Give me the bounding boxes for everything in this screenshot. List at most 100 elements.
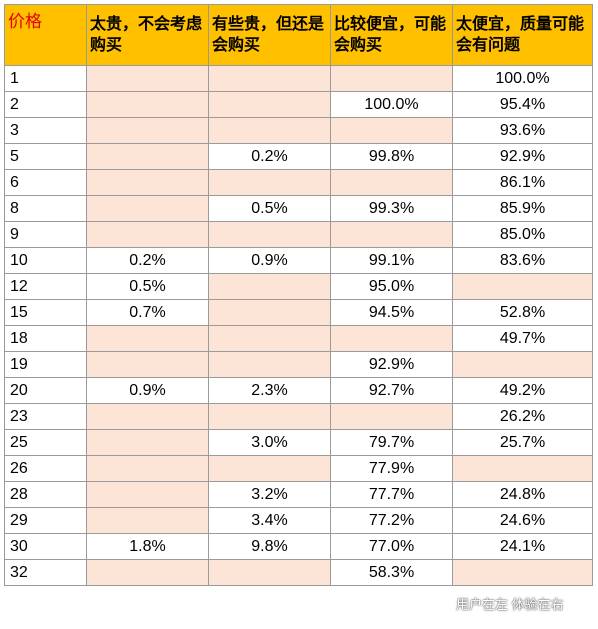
too-expensive-cell: 0.7% bbox=[86, 299, 209, 326]
price-cell: 23 bbox=[4, 403, 87, 430]
price-cell: 29 bbox=[4, 507, 87, 534]
cheap-cell: 95.0% bbox=[330, 273, 453, 300]
price-cell: 10 bbox=[4, 247, 87, 274]
price-cell: 26 bbox=[4, 455, 87, 482]
table-row: 12 0.5% 95.0% bbox=[4, 273, 593, 300]
cheap-cell: 58.3% bbox=[330, 559, 453, 586]
somewhat-expensive-cell bbox=[208, 273, 331, 300]
header-somewhat-expensive: 有些贵，但还是会购买 bbox=[208, 4, 331, 66]
cheap-cell: 99.1% bbox=[330, 247, 453, 274]
table-row: 18 49.7% bbox=[4, 325, 593, 352]
somewhat-expensive-cell bbox=[208, 65, 331, 92]
table-row: 20 0.9% 2.3% 92.7% 49.2% bbox=[4, 377, 593, 404]
table-row: 2 100.0% 95.4% bbox=[4, 91, 593, 118]
somewhat-expensive-cell: 0.5% bbox=[208, 195, 331, 222]
too-expensive-cell bbox=[86, 143, 209, 170]
table-row: 23 26.2% bbox=[4, 403, 593, 430]
price-cell: 5 bbox=[4, 143, 87, 170]
header-cheap: 比较便宜，可能会购买 bbox=[330, 4, 453, 66]
price-cell: 20 bbox=[4, 377, 87, 404]
too-expensive-cell bbox=[86, 507, 209, 534]
too-cheap-cell: 100.0% bbox=[452, 65, 593, 92]
somewhat-expensive-cell bbox=[208, 169, 331, 196]
too-expensive-cell bbox=[86, 221, 209, 248]
wechat-icon bbox=[432, 594, 452, 611]
cheap-cell: 77.2% bbox=[330, 507, 453, 534]
too-expensive-cell bbox=[86, 325, 209, 352]
cheap-cell: 100.0% bbox=[330, 91, 453, 118]
too-cheap-cell: 93.6% bbox=[452, 117, 593, 144]
somewhat-expensive-cell: 2.3% bbox=[208, 377, 331, 404]
too-cheap-cell: 49.2% bbox=[452, 377, 593, 404]
price-cell: 6 bbox=[4, 169, 87, 196]
price-cell: 12 bbox=[4, 273, 87, 300]
price-cell: 19 bbox=[4, 351, 87, 378]
too-cheap-cell: 52.8% bbox=[452, 299, 593, 326]
somewhat-expensive-cell: 9.8% bbox=[208, 533, 331, 560]
somewhat-expensive-cell bbox=[208, 403, 331, 430]
too-cheap-cell: 49.7% bbox=[452, 325, 593, 352]
price-cell: 18 bbox=[4, 325, 87, 352]
too-cheap-cell bbox=[452, 455, 593, 482]
too-cheap-cell: 86.1% bbox=[452, 169, 593, 196]
too-cheap-cell: 24.1% bbox=[452, 533, 593, 560]
too-expensive-cell bbox=[86, 169, 209, 196]
price-cell: 1 bbox=[4, 65, 87, 92]
table-row: 9 85.0% bbox=[4, 221, 593, 248]
somewhat-expensive-cell bbox=[208, 91, 331, 118]
price-cell: 2 bbox=[4, 91, 87, 118]
too-expensive-cell bbox=[86, 403, 209, 430]
header-row: 价格 太贵，不会考虑购买 有些贵，但还是会购买 比较便宜，可能会购买 太便宜，质… bbox=[4, 4, 593, 66]
table-row: 1 100.0% bbox=[4, 65, 593, 92]
too-cheap-cell bbox=[452, 559, 593, 586]
table-row: 29 3.4% 77.2% 24.6% bbox=[4, 507, 593, 534]
too-expensive-cell bbox=[86, 195, 209, 222]
too-expensive-cell: 0.2% bbox=[86, 247, 209, 274]
watermark: 用户在左 体验在右 bbox=[432, 592, 564, 614]
too-cheap-cell: 24.6% bbox=[452, 507, 593, 534]
too-expensive-cell bbox=[86, 65, 209, 92]
price-cell: 9 bbox=[4, 221, 87, 248]
too-cheap-cell: 83.6% bbox=[452, 247, 593, 274]
too-expensive-cell: 1.8% bbox=[86, 533, 209, 560]
cheap-cell bbox=[330, 221, 453, 248]
too-cheap-cell: 24.8% bbox=[452, 481, 593, 508]
somewhat-expensive-cell bbox=[208, 117, 331, 144]
too-expensive-cell bbox=[86, 481, 209, 508]
table-row: 19 92.9% bbox=[4, 351, 593, 378]
somewhat-expensive-cell bbox=[208, 325, 331, 352]
somewhat-expensive-cell bbox=[208, 559, 331, 586]
cheap-cell: 99.3% bbox=[330, 195, 453, 222]
too-cheap-cell: 85.9% bbox=[452, 195, 593, 222]
table-row: 5 0.2% 99.8% 92.9% bbox=[4, 143, 593, 170]
table-row: 10 0.2% 0.9% 99.1% 83.6% bbox=[4, 247, 593, 274]
too-cheap-cell: 92.9% bbox=[452, 143, 593, 170]
too-expensive-cell: 0.5% bbox=[86, 273, 209, 300]
somewhat-expensive-cell: 0.2% bbox=[208, 143, 331, 170]
price-cell: 3 bbox=[4, 117, 87, 144]
cheap-cell: 77.7% bbox=[330, 481, 453, 508]
somewhat-expensive-cell bbox=[208, 299, 331, 326]
too-expensive-cell bbox=[86, 455, 209, 482]
cheap-cell: 92.9% bbox=[330, 351, 453, 378]
somewhat-expensive-cell bbox=[208, 455, 331, 482]
too-expensive-cell bbox=[86, 117, 209, 144]
table-row: 32 58.3% bbox=[4, 559, 593, 586]
table-row: 30 1.8% 9.8% 77.0% 24.1% bbox=[4, 533, 593, 560]
table-row: 26 77.9% bbox=[4, 455, 593, 482]
somewhat-expensive-cell: 3.0% bbox=[208, 429, 331, 456]
cheap-cell: 99.8% bbox=[330, 143, 453, 170]
table-row: 28 3.2% 77.7% 24.8% bbox=[4, 481, 593, 508]
price-sensitivity-table: 价格 太贵，不会考虑购买 有些贵，但还是会购买 比较便宜，可能会购买 太便宜，质… bbox=[4, 4, 593, 586]
header-price: 价格 bbox=[4, 4, 87, 66]
table-body: 1 100.0% 2 100.0% 95.4% 3 93.6% 5 0.2% 9… bbox=[4, 65, 593, 586]
too-cheap-cell: 95.4% bbox=[452, 91, 593, 118]
cheap-cell bbox=[330, 403, 453, 430]
too-expensive-cell bbox=[86, 559, 209, 586]
watermark-text: 用户在左 体验在右 bbox=[456, 596, 564, 612]
cheap-cell: 77.9% bbox=[330, 455, 453, 482]
price-cell: 25 bbox=[4, 429, 87, 456]
too-cheap-cell bbox=[452, 273, 593, 300]
somewhat-expensive-cell: 3.2% bbox=[208, 481, 331, 508]
too-cheap-cell bbox=[452, 351, 593, 378]
